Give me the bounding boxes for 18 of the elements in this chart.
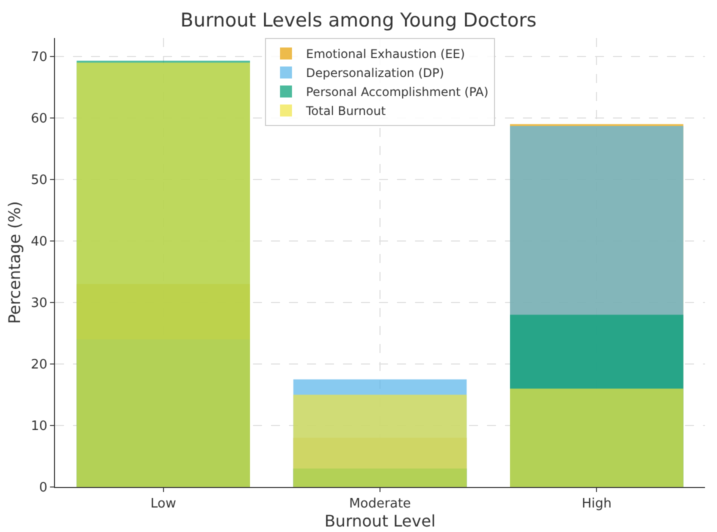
y-tick-label: 20 — [30, 358, 48, 373]
x-tick-label: Low — [150, 496, 176, 512]
y-tick-label: 40 — [30, 234, 48, 250]
y-tick-label: 30 — [30, 296, 48, 312]
y-tick-label: 60 — [30, 112, 48, 127]
legend-label: Emotional Exhaustion (EE) — [306, 47, 465, 62]
x-tick-label: High — [582, 496, 612, 512]
y-tick-label: 0 — [39, 480, 48, 496]
legend-label: Depersonalization (DP) — [306, 66, 444, 80]
x-axis-title: Burnout Level — [324, 512, 436, 531]
chart-title: Burnout Levels among Young Doctors — [180, 10, 537, 32]
y-tick-label: 50 — [30, 173, 48, 188]
x-tick-label: Moderate — [349, 496, 411, 512]
y-axis-title: Percentage (%) — [4, 201, 24, 324]
y-tick-label: 70 — [30, 50, 48, 65]
legend-label: Total Burnout — [305, 104, 386, 118]
legend-label: Personal Accomplishment (PA) — [306, 85, 488, 100]
y-tick-label: 10 — [30, 419, 48, 434]
